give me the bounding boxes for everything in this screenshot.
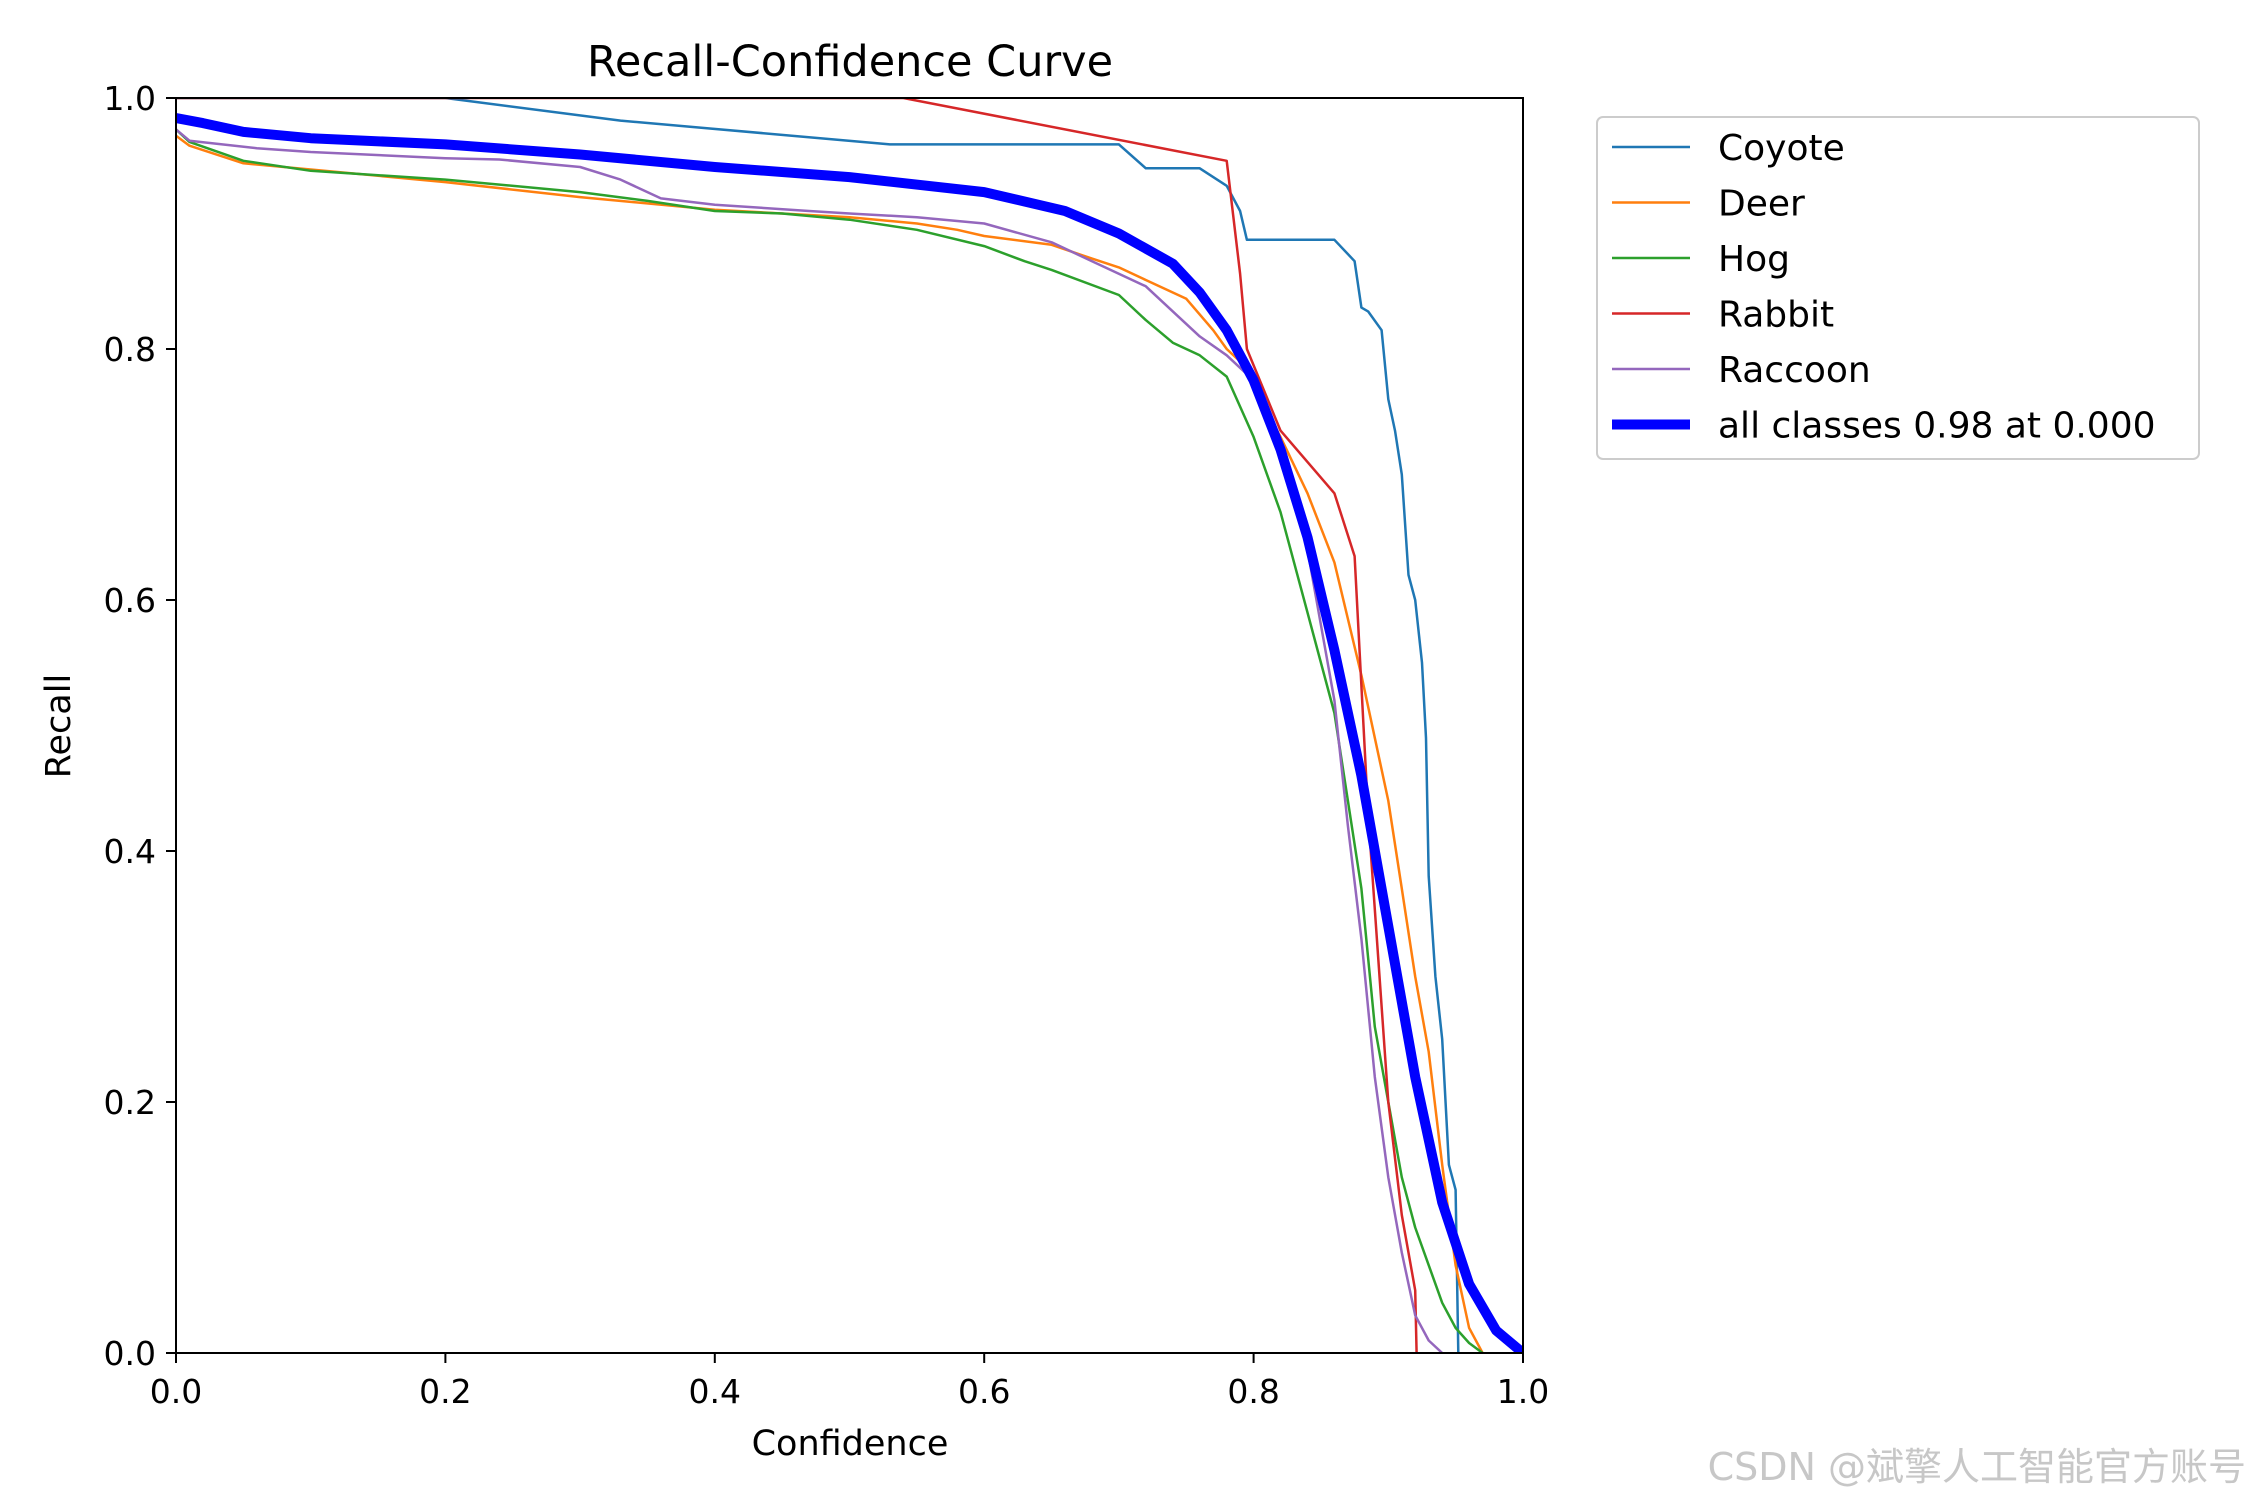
- legend-entry-label: Coyote: [1718, 128, 1845, 169]
- y-tick-label: 0.8: [104, 330, 156, 369]
- series-line-coyote: [176, 98, 1460, 1353]
- series-line-rabbit: [176, 98, 1418, 1353]
- y-tick-label: 0.4: [104, 832, 156, 871]
- series-layer: [176, 98, 1523, 1353]
- legend-entry-label: Raccoon: [1718, 350, 1871, 391]
- x-tick-label: 0.6: [958, 1372, 1010, 1411]
- x-tick-label: 0.0: [150, 1372, 202, 1411]
- y-axis: 0.0 0.2 0.4 0.6 0.8 1.0: [104, 79, 176, 1373]
- plot-frame: [175, 97, 1524, 1354]
- legend: Coyote Deer Hog Rabbit Raccoon all classes 0.…: [1596, 116, 2200, 460]
- legend-entry-label: Deer: [1718, 184, 1805, 225]
- y-tick-label: 1.0: [104, 79, 156, 118]
- x-tick-label: 0.2: [419, 1372, 471, 1411]
- y-tick-label: 0.0: [104, 1334, 156, 1373]
- x-axis-label: Confidence: [752, 1424, 949, 1464]
- series-line-deer: [176, 134, 1484, 1353]
- x-axis: 0.0 0.2 0.4 0.6 0.8 1.0: [150, 1353, 1549, 1411]
- series-line-all: [176, 113, 1523, 1353]
- legend-frame: [1596, 116, 2200, 460]
- y-tick-label: 0.6: [104, 581, 156, 620]
- watermark: CSDN @斌擎人工智能官方账号: [1708, 1445, 2246, 1489]
- chart-title: Recall-Confidence Curve: [587, 37, 1113, 87]
- x-tick-label: 0.4: [689, 1372, 741, 1411]
- series-line-raccoon: [176, 128, 1444, 1353]
- y-tick-label: 0.2: [104, 1083, 156, 1122]
- legend-entry-label: all classes 0.98 at 0.000: [1718, 406, 2156, 447]
- x-tick-label: 0.8: [1227, 1372, 1279, 1411]
- series-line-hog: [176, 128, 1484, 1353]
- legend-entry-label: Hog: [1718, 239, 1790, 280]
- y-axis-label: Recall: [39, 674, 79, 778]
- x-tick-label: 1.0: [1497, 1372, 1549, 1411]
- legend-entry-label: Rabbit: [1718, 295, 1834, 336]
